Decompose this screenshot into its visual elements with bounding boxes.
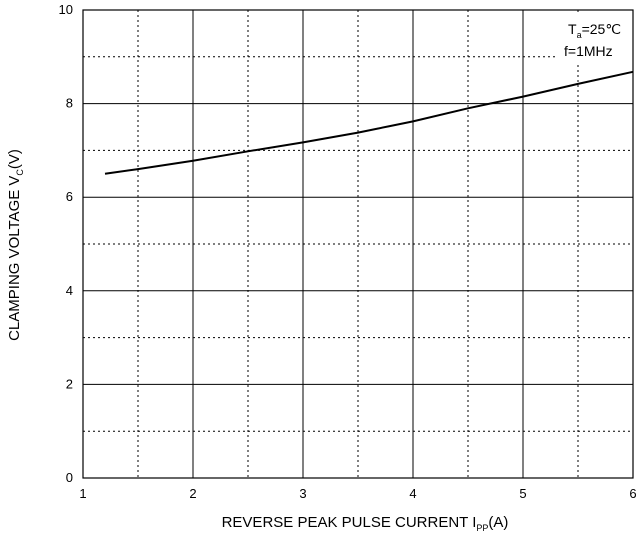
x-axis-title-sub: PP bbox=[476, 523, 488, 533]
annotation-temperature-main: T bbox=[568, 21, 577, 37]
y-tick-label: 4 bbox=[66, 283, 73, 298]
y-axis-title-sub: C bbox=[15, 169, 25, 176]
y-tick-labels: 0 2 4 6 8 10 bbox=[59, 2, 73, 485]
x-tick-label: 4 bbox=[409, 486, 416, 501]
annotation-frequency: f=1MHz bbox=[564, 43, 613, 59]
y-tick-label: 0 bbox=[66, 470, 73, 485]
x-axis-title: REVERSE PEAK PULSE CURRENT IPP(A) bbox=[222, 514, 509, 533]
annotation-temperature-sub: a bbox=[577, 30, 582, 40]
y-axis-title: CLAMPING VOLTAGE VC(V) bbox=[6, 149, 25, 341]
plot-frame bbox=[82, 9, 634, 479]
minor-grid bbox=[83, 10, 633, 478]
y-axis-title-main: CLAMPING VOLTAGE V bbox=[6, 176, 23, 341]
x-tick-label: 2 bbox=[189, 486, 196, 501]
y-tick-label: 10 bbox=[59, 2, 73, 17]
x-tick-label: 1 bbox=[79, 486, 86, 501]
x-tick-label: 3 bbox=[299, 486, 306, 501]
x-tick-labels: 1 2 3 4 5 6 bbox=[79, 486, 636, 501]
annotation-temperature: Ta=25℃ bbox=[568, 21, 621, 40]
y-tick-label: 2 bbox=[66, 376, 73, 391]
annotation-temperature-tail: =25℃ bbox=[582, 21, 621, 37]
series-line-clamping-voltage bbox=[104, 70, 634, 175]
x-tick-label: 6 bbox=[629, 486, 636, 501]
x-axis-title-main: REVERSE PEAK PULSE CURRENT I bbox=[222, 514, 477, 531]
x-axis-title-tail: (A) bbox=[488, 514, 508, 531]
y-tick-label: 6 bbox=[66, 189, 73, 204]
x-tick-label: 5 bbox=[519, 486, 526, 501]
y-axis-title-tail: (V) bbox=[6, 149, 23, 169]
annotation-background bbox=[558, 14, 630, 64]
y-tick-label: 8 bbox=[66, 96, 73, 111]
